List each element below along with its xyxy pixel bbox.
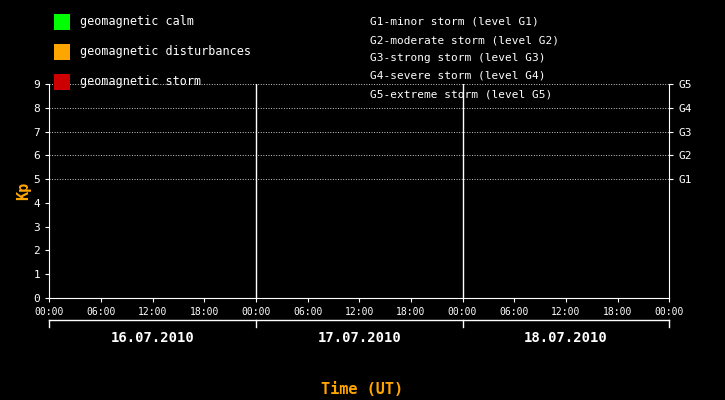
Text: geomagnetic disturbances: geomagnetic disturbances [80, 46, 251, 58]
Y-axis label: Kp: Kp [16, 182, 30, 200]
Text: geomagnetic storm: geomagnetic storm [80, 76, 201, 88]
Text: G3-strong storm (level G3): G3-strong storm (level G3) [370, 53, 545, 63]
Text: 17.07.2010: 17.07.2010 [318, 331, 401, 345]
Text: G2-moderate storm (level G2): G2-moderate storm (level G2) [370, 35, 559, 45]
Text: 18.07.2010: 18.07.2010 [524, 331, 608, 345]
Text: G1-minor storm (level G1): G1-minor storm (level G1) [370, 17, 539, 27]
Text: G4-severe storm (level G4): G4-severe storm (level G4) [370, 71, 545, 81]
Text: G5-extreme storm (level G5): G5-extreme storm (level G5) [370, 89, 552, 99]
Text: Time (UT): Time (UT) [321, 382, 404, 398]
Text: geomagnetic calm: geomagnetic calm [80, 16, 194, 28]
Text: 16.07.2010: 16.07.2010 [111, 331, 194, 345]
